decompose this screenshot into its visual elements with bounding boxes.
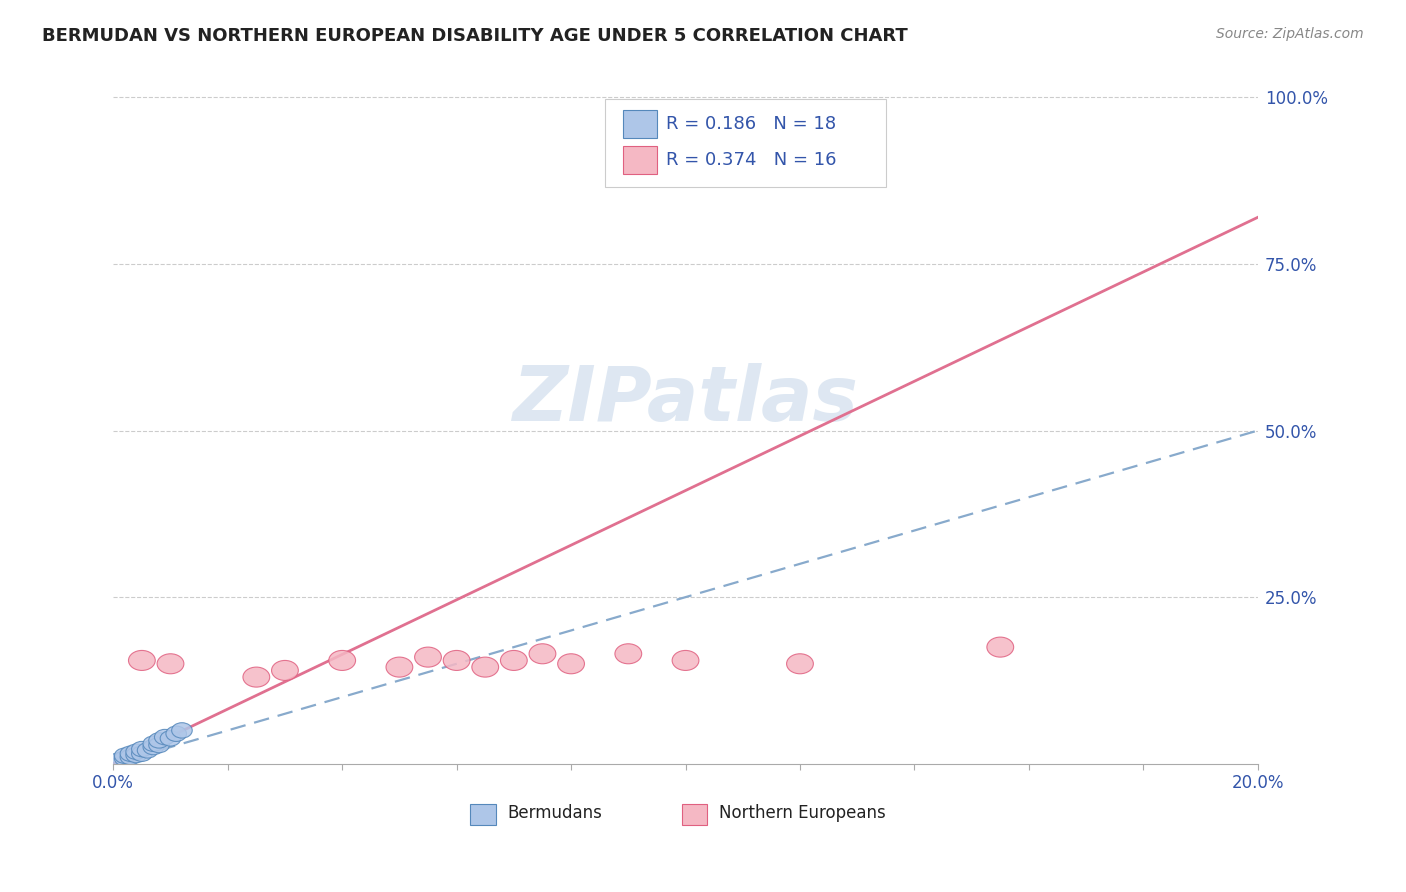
Ellipse shape [166, 726, 187, 741]
Ellipse shape [160, 731, 181, 746]
Ellipse shape [501, 650, 527, 671]
Ellipse shape [329, 650, 356, 671]
Ellipse shape [114, 751, 135, 766]
Ellipse shape [472, 657, 499, 677]
Ellipse shape [138, 743, 157, 758]
Ellipse shape [127, 747, 146, 763]
Ellipse shape [155, 730, 176, 745]
Ellipse shape [614, 644, 641, 664]
Bar [623, 110, 657, 137]
Text: Bermudans: Bermudans [508, 804, 602, 822]
Ellipse shape [149, 732, 169, 748]
Ellipse shape [387, 657, 413, 677]
Text: Northern Europeans: Northern Europeans [718, 804, 886, 822]
Text: R = 0.186   N = 18: R = 0.186 N = 18 [666, 114, 837, 133]
Bar [682, 804, 707, 824]
Ellipse shape [157, 654, 184, 673]
Ellipse shape [786, 654, 813, 673]
Text: Source: ZipAtlas.com: Source: ZipAtlas.com [1216, 27, 1364, 41]
Ellipse shape [120, 749, 141, 764]
Ellipse shape [149, 738, 169, 753]
Ellipse shape [132, 746, 152, 762]
Text: BERMUDAN VS NORTHERN EUROPEAN DISABILITY AGE UNDER 5 CORRELATION CHART: BERMUDAN VS NORTHERN EUROPEAN DISABILITY… [42, 27, 908, 45]
Bar [471, 804, 495, 824]
Ellipse shape [415, 647, 441, 667]
Ellipse shape [128, 650, 155, 671]
Ellipse shape [143, 739, 163, 755]
Bar [623, 146, 657, 174]
Ellipse shape [132, 741, 152, 756]
Ellipse shape [114, 748, 135, 764]
FancyBboxPatch shape [606, 99, 886, 186]
Ellipse shape [108, 753, 129, 768]
Ellipse shape [243, 667, 270, 687]
Text: R = 0.374   N = 16: R = 0.374 N = 16 [666, 151, 837, 169]
Ellipse shape [172, 723, 193, 738]
Ellipse shape [987, 637, 1014, 657]
Ellipse shape [120, 746, 141, 762]
Ellipse shape [558, 654, 585, 673]
Ellipse shape [443, 650, 470, 671]
Text: ZIPatlas: ZIPatlas [513, 363, 859, 437]
Ellipse shape [143, 736, 163, 751]
Ellipse shape [672, 650, 699, 671]
Ellipse shape [529, 644, 555, 664]
Ellipse shape [127, 744, 146, 759]
Ellipse shape [271, 660, 298, 681]
